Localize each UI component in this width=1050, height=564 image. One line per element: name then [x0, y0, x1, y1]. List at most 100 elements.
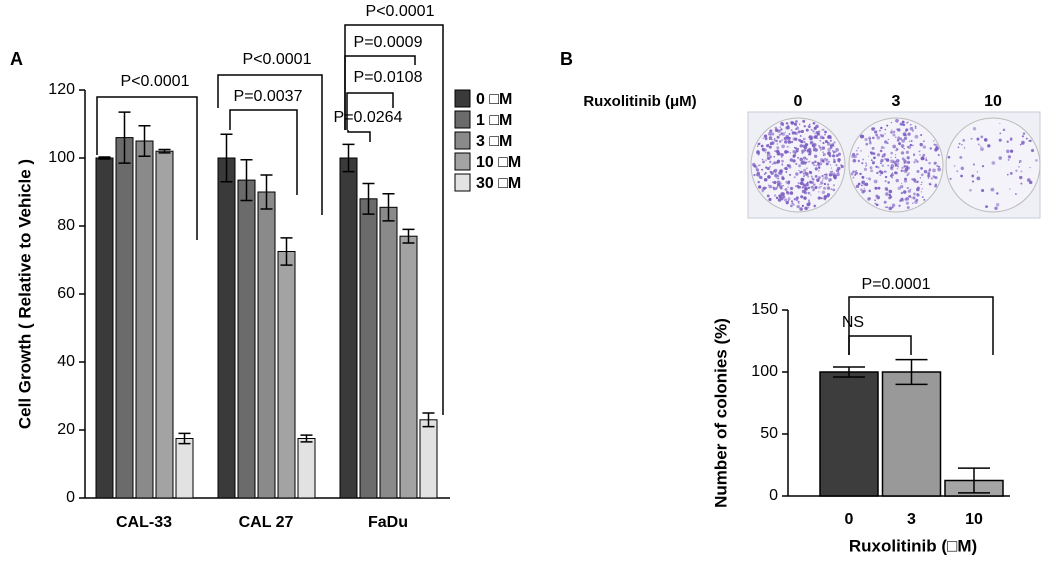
colony [927, 175, 930, 177]
colony [874, 202, 877, 205]
colony [913, 161, 916, 164]
colony [766, 156, 770, 160]
colony [1009, 138, 1013, 141]
error-bar [158, 148, 171, 154]
colony [894, 156, 897, 159]
colony [769, 142, 773, 146]
colony [761, 148, 766, 152]
colony [1028, 180, 1033, 185]
colony [903, 179, 908, 183]
colony [884, 206, 887, 209]
colony [960, 174, 963, 178]
colony [900, 191, 904, 195]
colony [893, 160, 897, 165]
colony [780, 153, 784, 157]
colony [823, 186, 827, 190]
colony [769, 129, 773, 133]
colony [795, 196, 799, 200]
colony [876, 153, 881, 157]
colony [803, 141, 806, 144]
colony [791, 200, 793, 203]
photo-label: Ruxolitinib (μM) [583, 93, 696, 110]
colony [818, 186, 821, 189]
colony [823, 173, 826, 176]
colony [834, 176, 837, 179]
colony [994, 206, 998, 211]
colony [879, 169, 882, 173]
colony [829, 137, 832, 140]
colony [762, 186, 766, 190]
colony [903, 147, 905, 150]
colony [804, 186, 808, 191]
y-tick-label: 50 [760, 425, 778, 442]
colony [797, 147, 800, 150]
colony [765, 178, 767, 180]
colony [810, 194, 812, 196]
colony [781, 192, 785, 196]
colony [758, 185, 762, 189]
colony [886, 206, 889, 209]
colony [822, 154, 825, 157]
colony [884, 187, 888, 191]
colony [823, 157, 827, 161]
error-bar [260, 174, 273, 210]
colony [803, 175, 805, 177]
colony [897, 165, 900, 168]
colony [766, 152, 771, 157]
colony [947, 155, 951, 159]
colony [981, 188, 985, 193]
colony [772, 186, 775, 189]
colony [781, 164, 783, 167]
colony [919, 154, 921, 156]
colony [914, 200, 918, 204]
colony [796, 205, 800, 209]
colony [819, 140, 822, 142]
error-bar [402, 228, 415, 244]
colony [934, 184, 938, 188]
colony [803, 125, 806, 128]
colony [887, 164, 890, 167]
colony [795, 149, 799, 153]
bracket [346, 92, 394, 130]
colony [833, 184, 836, 187]
colony [972, 163, 975, 166]
colony [916, 181, 919, 184]
y-tick-label: 60 [57, 285, 75, 302]
colony [780, 156, 783, 159]
colony [1018, 161, 1021, 164]
colony [811, 161, 815, 165]
colony [824, 198, 827, 201]
legend-swatch [454, 152, 471, 171]
colony [830, 167, 833, 169]
colony [774, 172, 777, 174]
colony [1020, 170, 1023, 173]
colony [873, 127, 876, 130]
colony [912, 178, 917, 182]
colony [767, 175, 771, 179]
colony [808, 136, 810, 138]
colony [774, 150, 777, 153]
colony [1018, 166, 1020, 168]
colony [797, 201, 800, 203]
colony [1026, 178, 1031, 182]
colony [885, 158, 890, 162]
error-bar [382, 192, 395, 222]
colony [798, 123, 801, 125]
colony [758, 164, 760, 167]
colony [802, 137, 806, 141]
colony [795, 172, 799, 176]
colony [766, 144, 770, 148]
legend-label: 1 □M [476, 112, 512, 129]
colony [824, 133, 826, 136]
colony [836, 172, 840, 177]
colony [773, 168, 778, 173]
colony [876, 195, 881, 200]
colony [823, 195, 828, 199]
colony [921, 196, 924, 198]
colony [852, 158, 857, 163]
colony [884, 175, 888, 179]
colony [778, 140, 782, 143]
colony [779, 126, 782, 128]
y-tick-label: 120 [48, 81, 75, 98]
colony [804, 206, 808, 211]
